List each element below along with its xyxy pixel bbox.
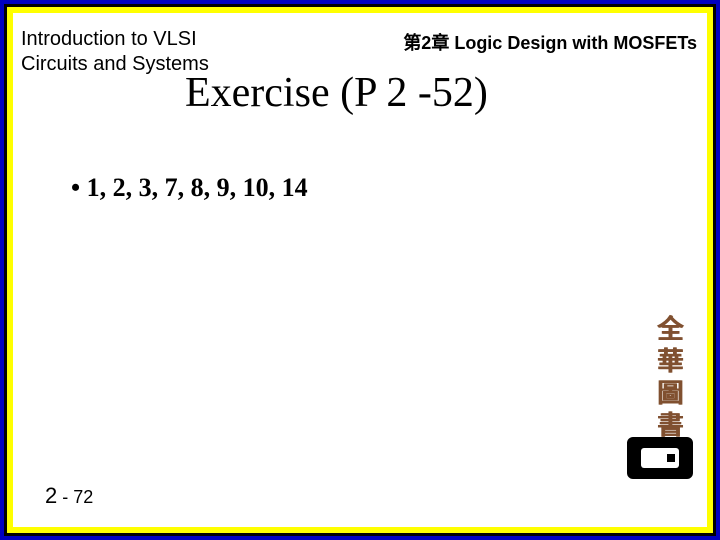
bullet-item: • 1, 2, 3, 7, 8, 9, 10, 14 — [71, 173, 308, 203]
header-left: Introduction to VLSI Circuits and System… — [21, 27, 211, 77]
publisher-logo — [627, 437, 693, 479]
slide-frame: Introduction to VLSI Circuits and System… — [4, 4, 716, 536]
page-num-value: 72 — [73, 487, 93, 507]
logo-icon — [641, 448, 679, 468]
header-right: 第2章 Logic Design with MOSFETs — [403, 29, 697, 55]
page-chapter: 2 — [45, 483, 57, 508]
slide-inner: Introduction to VLSI Circuits and System… — [13, 13, 707, 527]
page-sep: - — [57, 487, 73, 507]
slide-title: Exercise (P 2 -52) — [185, 69, 488, 117]
publisher-block: 全華圖書 — [649, 223, 689, 443]
page-number: 2 - 72 — [45, 483, 93, 509]
publisher-text: 全華圖書 — [651, 315, 688, 443]
